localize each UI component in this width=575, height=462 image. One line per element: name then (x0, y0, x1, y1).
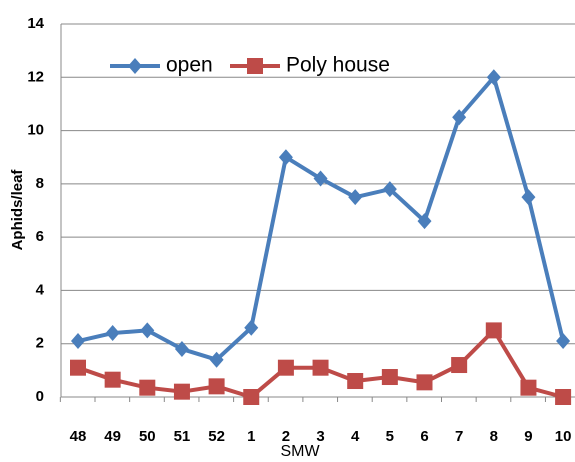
y-tick-label: 12 (27, 68, 44, 85)
x-axis-title: SMW (280, 443, 320, 460)
point (313, 170, 328, 187)
x-tick-label: 10 (555, 428, 572, 445)
x-tick-label: 49 (104, 428, 121, 445)
point (452, 109, 467, 126)
legend-marker (128, 58, 142, 74)
point (140, 322, 155, 339)
point (451, 357, 468, 374)
x-tick-label: 6 (420, 428, 428, 445)
point (556, 333, 571, 350)
point (312, 359, 329, 376)
x-tick-label: 3 (316, 428, 324, 445)
point (71, 333, 85, 350)
series-line (77, 75, 566, 362)
point (278, 149, 293, 166)
legend-label: open (166, 54, 213, 77)
y-tick-label: 4 (36, 281, 45, 298)
x-tick-label: 4 (351, 428, 360, 445)
point (486, 69, 501, 86)
x-tick-label: 5 (386, 428, 394, 445)
legend-label: Poly house (286, 54, 390, 77)
point (348, 189, 363, 206)
point (485, 322, 502, 339)
point (139, 379, 156, 396)
legend-marker (247, 58, 263, 74)
point (521, 189, 536, 206)
x-tick-label: 51 (174, 428, 191, 445)
y-tick-label: 10 (27, 122, 44, 139)
point (382, 181, 397, 198)
x-tick-label: 50 (139, 428, 156, 445)
point (347, 373, 364, 390)
point (520, 379, 537, 396)
point (555, 389, 572, 405)
point (208, 378, 225, 395)
point (174, 341, 189, 358)
point (173, 383, 190, 400)
x-tick-label: 52 (208, 428, 225, 445)
y-axis-title: Aphids/leaf (9, 169, 26, 251)
point (209, 351, 224, 368)
y-tick-label: 6 (36, 228, 44, 245)
x-tick-label: 2 (282, 428, 290, 445)
point (244, 319, 259, 336)
x-tick-label: 48 (70, 428, 87, 445)
y-tick-label: 0 (36, 388, 44, 405)
y-tick-label: 8 (36, 175, 44, 192)
point (277, 359, 294, 376)
x-tick-label: 9 (524, 428, 532, 445)
point (105, 325, 120, 342)
point (70, 359, 86, 376)
x-tick-label: 8 (490, 428, 498, 445)
point (243, 389, 260, 405)
point (417, 213, 432, 230)
y-tick-label: 2 (36, 335, 44, 352)
point (381, 369, 398, 386)
point (416, 374, 433, 391)
x-tick-label: 7 (455, 428, 463, 445)
point (104, 371, 121, 388)
y-tick-label: 14 (27, 15, 44, 32)
x-tick-label: 1 (247, 428, 255, 445)
